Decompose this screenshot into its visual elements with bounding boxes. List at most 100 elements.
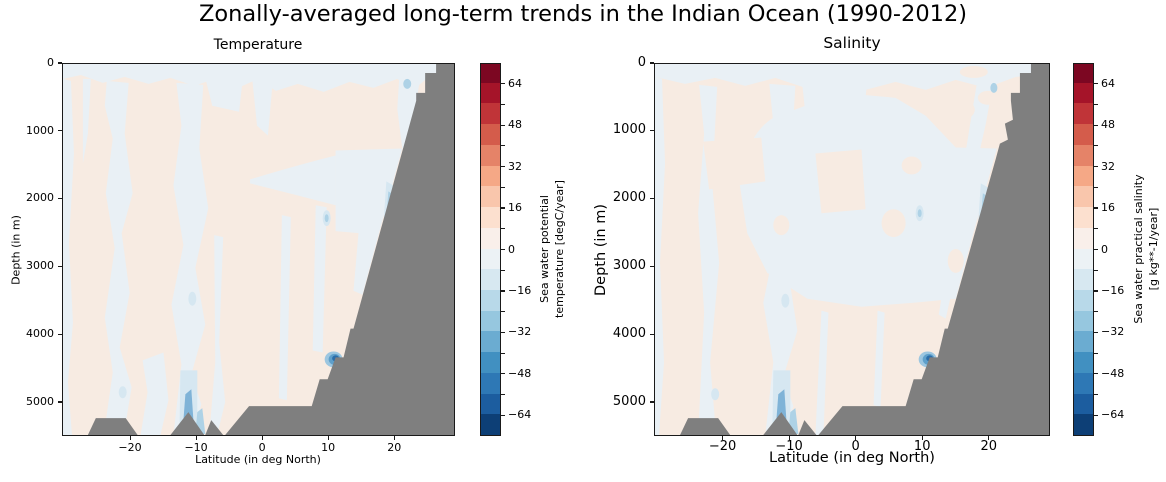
temperature-contour-field	[63, 64, 454, 435]
salinity-colorbar-tick-label: −48	[1101, 366, 1125, 380]
salinity-y-tick-label: 3000	[612, 258, 646, 273]
salinity-colorbar-tickmark	[1094, 290, 1098, 292]
temperature-colorbar-segment	[481, 206, 500, 228]
salinity-colorbar-tick-label: 48	[1101, 118, 1115, 132]
salinity-y-tickmark	[650, 333, 654, 335]
salinity-y-tick-label: 2000	[612, 190, 646, 206]
salinity-colorbar-tickmark	[1094, 352, 1098, 354]
salinity-colorbar-segment	[1074, 247, 1093, 270]
temperature-y-tickmark	[58, 62, 62, 64]
salinity-y-tickmark	[650, 265, 654, 268]
temperature-colorbar-tickmark	[501, 103, 505, 106]
salinity-colorbar-tick-label: 0	[1101, 242, 1108, 256]
salinity-colorbar-segment	[1074, 330, 1093, 353]
salinity-colorbar-segment	[1074, 165, 1093, 187]
temperature-y-tick-label: 3000	[26, 259, 54, 273]
salinity-y-tick-label: 4000	[612, 325, 646, 341]
temperature-colorbar-tickmark	[501, 124, 505, 126]
temperature-colorbar-tick-label: 0	[508, 242, 515, 256]
salinity-y-tick-label: 0	[637, 54, 646, 70]
figure-title: Zonally-averaged long-term trends in the…	[198, 1, 968, 27]
temperature-colorbar-tick-label: −32	[508, 325, 532, 339]
temperature-y-tick-label: 1000	[26, 123, 54, 137]
temperature-colorbar-segment	[481, 392, 500, 415]
salinity-colorbar-segment	[1074, 268, 1093, 290]
salinity-x-tick-label: 20	[980, 439, 998, 454]
salinity-colorbar-tick-label: −64	[1101, 408, 1125, 422]
temperature-x-tickmark	[129, 436, 131, 440]
salinity-colorbar-tickmark	[1094, 331, 1098, 333]
temperature-x-tickmark	[327, 436, 329, 440]
salinity-colorbar-segment	[1074, 351, 1093, 373]
temperature-x-tick-label: 10	[321, 441, 336, 454]
temperature-y-tick-label: 4000	[26, 327, 54, 341]
temperature-colorbar-tickmark	[501, 248, 505, 251]
salinity-y-tick-label: 5000	[612, 393, 646, 409]
temperature-colorbar-tickmark	[501, 145, 505, 147]
salinity-colorbar-segment	[1074, 227, 1093, 249]
salinity-colorbar-tickmark	[1094, 228, 1098, 230]
salinity-colorbar-segment	[1074, 372, 1093, 394]
salinity-colorbar-tickmark	[1094, 414, 1098, 416]
temperature-colorbar-segment	[481, 123, 500, 145]
temperature-y-tickmark	[58, 130, 62, 132]
salinity-y-tickmark	[650, 62, 654, 64]
salinity-y-tickmark	[650, 401, 654, 403]
temperature-y-tickmark	[58, 401, 62, 403]
salinity-colorbar-segment	[1074, 206, 1093, 228]
temperature-colorbar-tick-label: 48	[508, 118, 522, 132]
temperature-x-tickmark	[195, 436, 197, 440]
salinity-x-tick-label: −20	[708, 439, 737, 454]
salinity-title: Salinity	[823, 34, 881, 52]
temperature-x-tickmark	[261, 436, 263, 440]
temperature-bathymetry-mask	[87, 64, 454, 435]
salinity-colorbar-tickmark	[1094, 373, 1098, 375]
salinity-y-tickmark	[650, 130, 654, 132]
temperature-colorbar-segment	[481, 165, 500, 187]
temperature-colorbar-tick-label: −48	[508, 366, 532, 380]
salinity-colorbar-segment	[1074, 413, 1093, 435]
salinity-x-tickmark	[788, 436, 790, 440]
temperature-colorbar-tickmark	[501, 311, 505, 313]
temperature-x-tickmark	[393, 436, 395, 440]
salinity-colorbar-tick-label: 64	[1101, 76, 1115, 90]
salinity-x-tickmark	[722, 436, 724, 440]
salinity-y-tickmark	[650, 198, 654, 200]
temperature-x-tick-label: −10	[184, 441, 208, 454]
temperature-colorbar-segment	[481, 268, 500, 290]
salinity-colorbar-tickmark	[1094, 124, 1098, 126]
temperature-colorbar-segment	[481, 372, 500, 394]
temperature-colorbar-segment	[481, 64, 500, 83]
salinity-colorbar-tickmark	[1094, 83, 1098, 85]
salinity-colorbar-tick-label: −16	[1101, 283, 1125, 297]
temperature-colorbar-segment	[481, 82, 500, 104]
temperature-colorbar-segment	[481, 185, 500, 208]
temperature-colorbar-tickmark	[501, 166, 505, 168]
salinity-colorbar-segment	[1074, 82, 1093, 104]
salinity-y-axis-label: Depth (in m)	[593, 203, 609, 297]
salinity-colorbar-label-line2: [g kg**-1/year]	[1147, 207, 1160, 291]
temperature-x-axis-label: Latitude (in deg North)	[195, 453, 321, 466]
salinity-colorbar-tickmark	[1094, 166, 1098, 168]
salinity-x-tickmark	[921, 436, 923, 440]
salinity-colorbar-segment	[1074, 64, 1093, 83]
temperature-colorbar-tick-label: −64	[508, 408, 532, 422]
salinity-colorbar-tickmark	[1094, 248, 1098, 251]
temperature-colorbar-tickmark	[501, 186, 505, 188]
salinity-contour-field	[655, 64, 1049, 435]
salinity-colorbar-tickmark	[1094, 269, 1098, 271]
temperature-colorbar-segment	[481, 227, 500, 249]
salinity-x-tick-label: −10	[775, 439, 803, 454]
temperature-colorbar-tickmark	[501, 393, 505, 396]
temperature-colorbar-segment	[481, 413, 500, 435]
temperature-y-tickmark	[58, 265, 62, 268]
salinity-colorbar-segment	[1074, 392, 1093, 415]
temperature-colorbar-tick-label: −16	[508, 283, 532, 297]
salinity-colorbar-tickmark	[1094, 393, 1098, 396]
temperature-colorbar-segment	[481, 247, 500, 270]
salinity-colorbar-segment	[1074, 144, 1093, 166]
salinity-y-tick-label: 1000	[612, 122, 646, 138]
temperature-colorbar-tickmark	[501, 269, 505, 271]
temperature-x-tick-label: −20	[118, 441, 142, 454]
